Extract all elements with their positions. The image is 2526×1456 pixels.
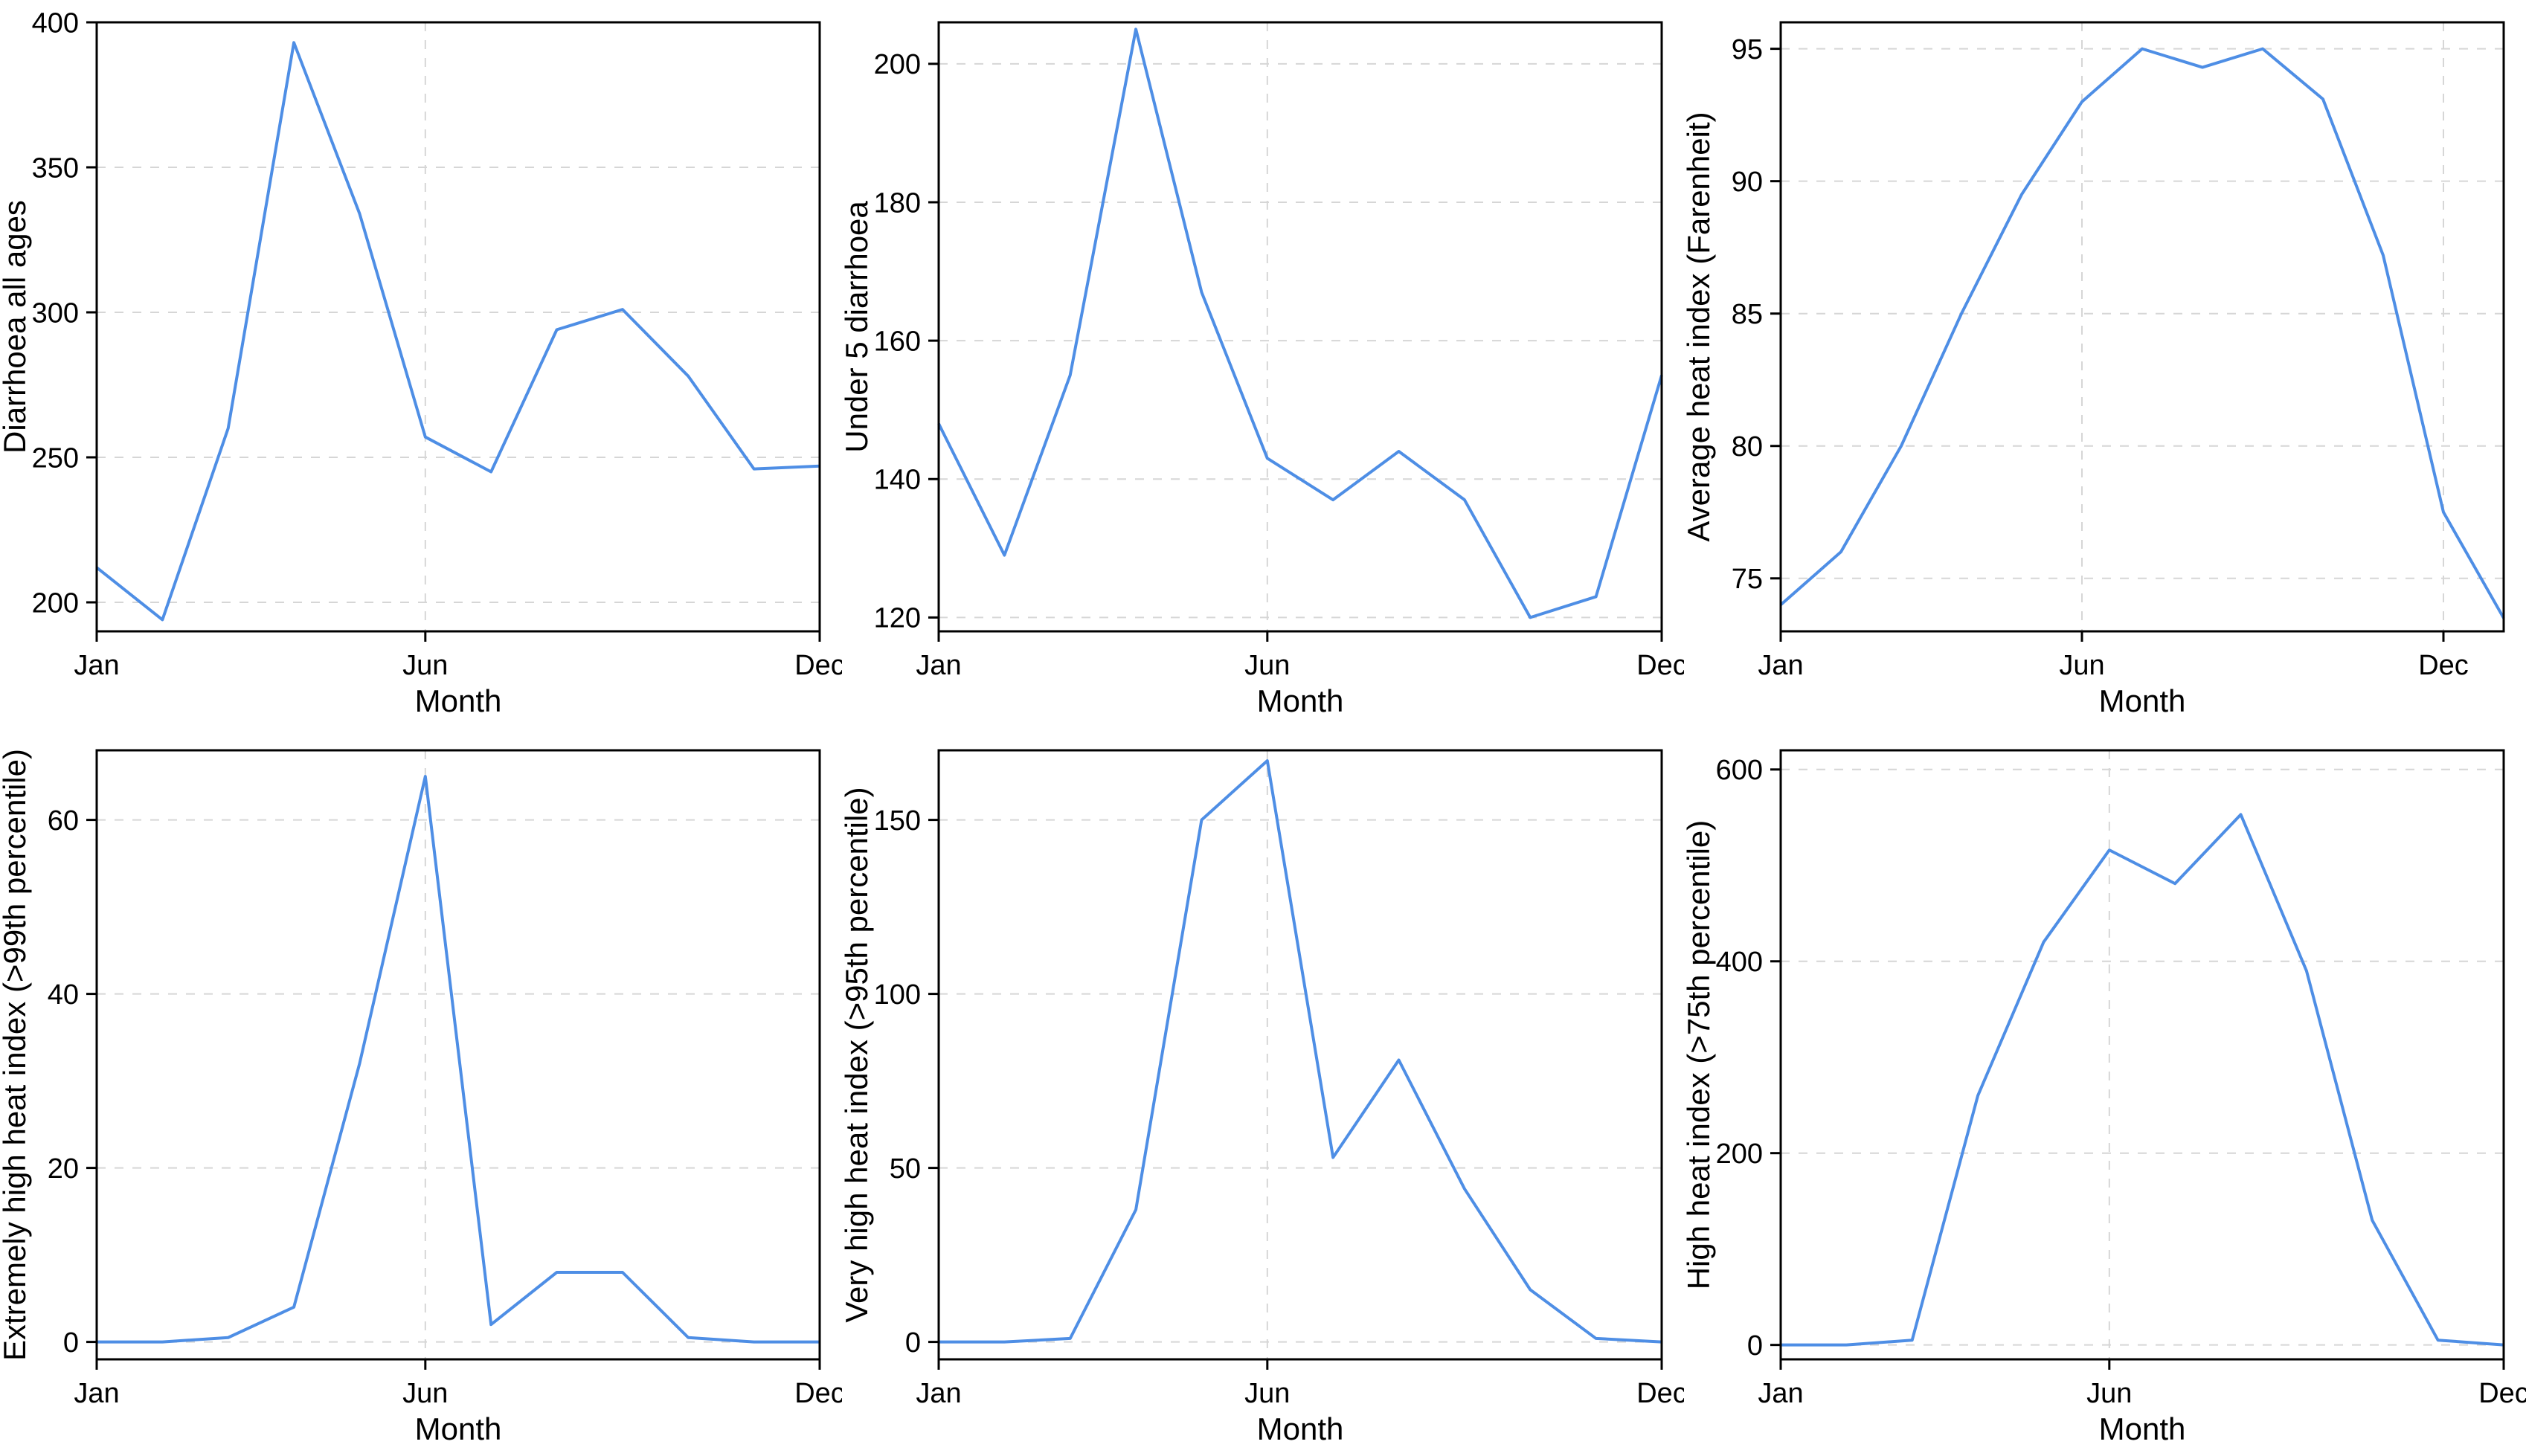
y-tick-label: 0 (905, 1327, 921, 1359)
x-axis-label: Month (2099, 1411, 2186, 1446)
x-tick-label: Dec (1636, 650, 1684, 681)
y-tick-label: 200 (874, 49, 921, 80)
x-tick-label: Dec (1636, 1378, 1684, 1409)
y-axis-label: Extremely high heat index (>99th percent… (0, 749, 32, 1361)
x-tick-label: Jun (2059, 650, 2104, 681)
y-tick-label: 0 (63, 1327, 79, 1359)
y-tick-label: 120 (874, 603, 921, 634)
y-axis-label: High heat index (>75th percentile) (1684, 820, 1716, 1290)
axis-box (939, 750, 1662, 1359)
axis-box (97, 22, 820, 631)
data-line (97, 776, 820, 1342)
y-tick-label: 600 (1716, 755, 1763, 786)
y-tick-label: 100 (874, 979, 921, 1011)
panel-avg_heat_index: Jan Jun Dec 75 80 85 90 95 Month Average heat ind… (1684, 0, 2526, 728)
x-axis-label: Month (415, 683, 502, 718)
axis-box (1781, 22, 2504, 631)
y-tick-label: 80 (1732, 431, 1763, 463)
y-tick-label: 20 (48, 1153, 79, 1185)
y-axis-label: Under 5 diarrhoea (842, 201, 874, 453)
panel-very_high_heat: Jan Jun Dec 0 50 100 150 Month Very high heat in… (842, 728, 1684, 1456)
panel-high_heat: Jan Jun Dec 0 200 400 600 Month High heat index … (1684, 728, 2526, 1456)
x-tick-label: Dec (794, 1378, 842, 1409)
y-tick-label: 160 (874, 326, 921, 357)
y-tick-label: 40 (48, 979, 79, 1011)
y-tick-label: 140 (874, 465, 921, 496)
y-axis-label: Diarrhoea all ages (0, 200, 32, 454)
axis-box (939, 22, 1662, 631)
y-tick-label: 85 (1732, 299, 1763, 330)
x-axis-label: Month (1257, 1411, 1344, 1446)
y-tick-label: 250 (32, 442, 79, 474)
y-tick-label: 350 (32, 152, 79, 184)
x-tick-label: Jun (2086, 1378, 2132, 1409)
x-tick-label: Dec (794, 650, 842, 681)
y-axis-label: Average heat index (Farenheit) (1684, 112, 1716, 541)
y-tick-label: 150 (874, 805, 921, 837)
data-line (1781, 49, 2504, 619)
y-tick-label: 0 (1747, 1330, 1763, 1362)
x-tick-label: Jun (402, 1378, 448, 1409)
y-tick-label: 300 (32, 297, 79, 329)
data-line (1781, 814, 2504, 1344)
y-tick-label: 400 (32, 7, 79, 39)
x-axis-label: Month (2099, 683, 2186, 718)
x-tick-label: Jan (74, 650, 119, 681)
x-tick-label: Jan (1758, 650, 1803, 681)
x-axis-label: Month (415, 1411, 502, 1446)
y-tick-label: 90 (1732, 167, 1763, 198)
axis-box (1781, 750, 2504, 1359)
x-tick-label: Dec (2418, 650, 2469, 681)
x-axis-label: Month (1257, 683, 1344, 718)
x-tick-label: Jan (1758, 1378, 1803, 1409)
x-tick-label: Jun (1244, 650, 1290, 681)
x-tick-label: Jun (1244, 1378, 1290, 1409)
chart-grid: JanJunDec200250300350400MonthDiarrhoea a… (0, 0, 2526, 1456)
x-tick-label: Dec (2478, 1378, 2526, 1409)
y-axis-label: Very high heat index (>95th percentile) (842, 787, 874, 1322)
y-tick-label: 400 (1716, 947, 1763, 978)
y-tick-label: 200 (1716, 1138, 1763, 1170)
x-tick-label: Jan (916, 1378, 961, 1409)
data-line (97, 42, 820, 619)
panel-extreme_heat: Jan Jun Dec 0 20 40 60 Month Extremely high heat… (0, 728, 842, 1456)
y-tick-label: 50 (890, 1153, 921, 1185)
y-tick-label: 180 (874, 187, 921, 219)
y-tick-label: 60 (48, 805, 79, 837)
y-tick-label: 95 (1732, 34, 1763, 65)
y-tick-label: 200 (32, 587, 79, 619)
x-tick-label: Jan (74, 1378, 119, 1409)
x-tick-label: Jan (916, 650, 961, 681)
panel-diarrhoea_all: Jan Jun Dec 200 250 300 350 400 Month Diarrhoea a… (0, 0, 842, 728)
data-line (939, 761, 1662, 1342)
panel-under5_diarrhoea: Jan Jun Dec 120 140 160 180 200 Month Under 5 dia… (842, 0, 1684, 728)
x-tick-label: Jun (402, 650, 448, 681)
y-tick-label: 75 (1732, 564, 1763, 595)
data-line (939, 29, 1662, 617)
